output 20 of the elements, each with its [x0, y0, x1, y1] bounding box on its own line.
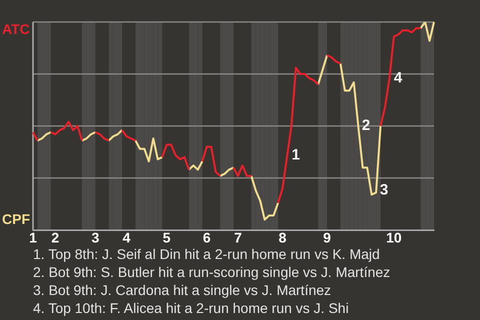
x-tick-label: 6	[202, 229, 211, 246]
annotation: 3	[380, 182, 388, 199]
annotation: 2	[362, 117, 370, 134]
x-tick-label: 8	[278, 229, 287, 246]
text: ATC	[2, 20, 30, 37]
x-tick-label: 9	[323, 229, 332, 246]
text: 1. Top 8th: J. Seif al Din hit a 2-run home run vs K. Majd	[33, 245, 381, 263]
x-tick-label: 1	[29, 229, 38, 246]
x-tick-label: 10	[386, 229, 402, 246]
text: 3. Bot 9th: J. Cardona hit a single vs J. Martínez	[33, 281, 332, 299]
annotation: 4	[394, 69, 403, 86]
x-tick-label: 5	[162, 229, 171, 246]
text: CPF	[2, 210, 30, 227]
text: 4. Top 10th: F. Alicea hit a 2-run home run vs J. Shi	[33, 299, 350, 317]
x-tick-label: 3	[91, 229, 100, 246]
annotation: 1	[292, 146, 300, 164]
text: 2. Bot 9th: S. Butler hit a run-scoring single vs J. Martínez	[33, 263, 392, 281]
x-tick-label: 7	[234, 229, 242, 246]
x-tick-label: 2	[51, 229, 60, 246]
x-tick-label: 4	[122, 229, 131, 246]
